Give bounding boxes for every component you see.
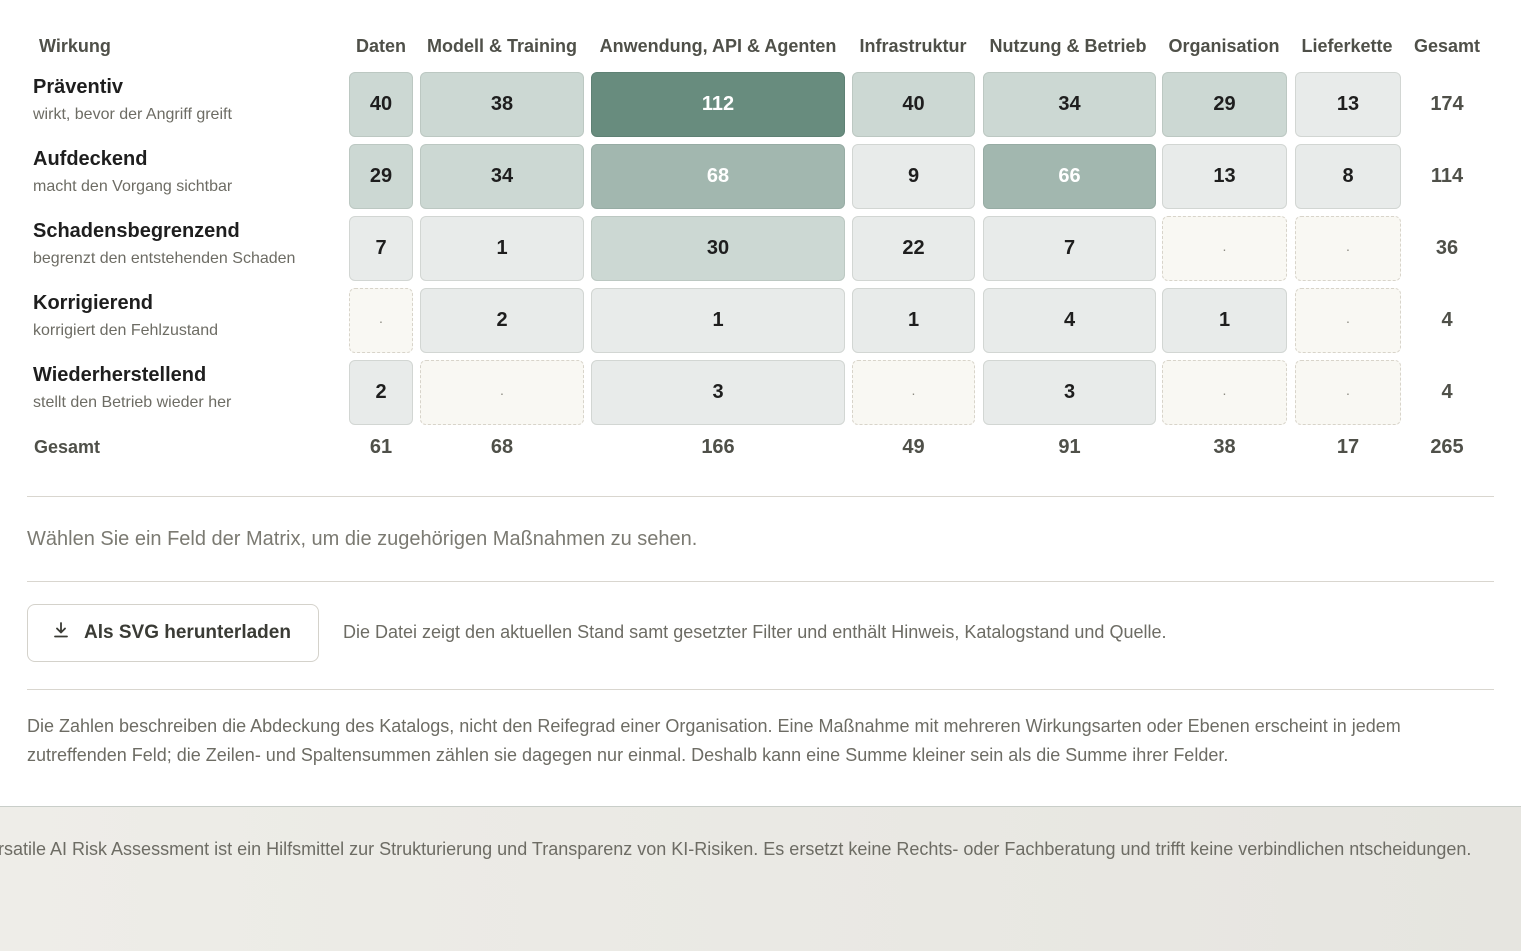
matrix-cell[interactable]: 1 [591, 288, 845, 353]
selection-hint: Wählen Sie ein Feld der Matrix, um die z… [27, 528, 698, 550]
matrix-cell[interactable]: 29 [1162, 72, 1287, 137]
column-header: Infrastruktur [859, 36, 967, 56]
row-header: Aufdeckend macht den Vorgang sichtbar [33, 146, 232, 198]
download-icon [52, 621, 70, 645]
row-subtitle: wirkt, bevor der Angriff greift [33, 106, 232, 123]
matrix-cell[interactable]: 68 [591, 144, 845, 209]
matrix-cell[interactable]: · [852, 360, 975, 425]
column-header: Organisation [1168, 36, 1280, 56]
matrix-cell[interactable]: · [1295, 288, 1401, 353]
explanation-text: Die Zahlen beschreiben die Abdeckung des… [27, 716, 1401, 765]
row-title: Aufdeckend [33, 148, 148, 170]
corner-label-wirkung: Wirkung [39, 36, 111, 56]
matrix-cell[interactable]: 1 [420, 216, 584, 281]
matrix-cell[interactable]: 38 [420, 72, 584, 137]
divider [27, 496, 1494, 497]
matrix-cell[interactable]: 4 [983, 288, 1156, 353]
column-header: Nutzung & Betrieb [989, 36, 1147, 56]
matrix-cell[interactable]: 2 [349, 360, 413, 425]
row-subtitle: macht den Vorgang sichtbar [33, 178, 233, 195]
matrix-cell[interactable]: 7 [983, 216, 1156, 281]
matrix-cell[interactable]: 34 [983, 72, 1156, 137]
column-total: 68 [490, 436, 514, 458]
matrix-cell[interactable]: · [1295, 216, 1401, 281]
column-header: Lieferkette [1301, 36, 1393, 56]
column-header: Gesamt [1413, 36, 1481, 56]
row-header: Wiederherstellend stellt den Betrieb wied… [33, 362, 231, 414]
grand-total: 265 [1430, 436, 1464, 458]
column-total: 38 [1213, 436, 1236, 458]
coverage-matrix: Wirkung Daten Modell & Training Anwendung, … [33, 36, 1481, 458]
column-total: 61 [369, 436, 393, 458]
matrix-cell[interactable]: · [349, 288, 413, 353]
matrix-cell[interactable]: 13 [1295, 72, 1401, 137]
matrix-cell[interactable]: · [1295, 360, 1401, 425]
row-title: Präventiv [33, 76, 124, 98]
row-title: Korrigierend [33, 292, 154, 314]
footer-disclaimer: ersatile AI Risk Assessment ist ein Hilf… [0, 839, 1472, 859]
matrix-cell[interactable]: · [1162, 360, 1287, 425]
row-total: 174 [1430, 93, 1464, 115]
column-header: Anwendung, API & Agenten [599, 36, 837, 56]
matrix-cell[interactable]: 3 [591, 360, 845, 425]
column-header: Daten [355, 36, 406, 56]
download-svg-button[interactable]: Als SVG herunterladen [27, 604, 319, 662]
matrix-cell[interactable]: · [420, 360, 584, 425]
row-total: 4 [1441, 309, 1453, 331]
download-note: Die Datei zeigt den aktuellen Stand samt… [343, 622, 1167, 642]
download-button-label: Als SVG herunterladen [84, 622, 291, 643]
column-total: 17 [1336, 436, 1360, 458]
row-total: 4 [1441, 381, 1453, 403]
row-header: Präventiv wirkt, bevor der Angriff greift [33, 74, 232, 126]
matrix-cell[interactable]: 7 [349, 216, 413, 281]
matrix-cell[interactable]: 34 [420, 144, 584, 209]
row-total: 114 [1430, 165, 1464, 187]
row-subtitle: stellt den Betrieb wieder her [33, 394, 232, 411]
matrix-cell[interactable]: 1 [852, 288, 975, 353]
matrix-cell[interactable]: 66 [983, 144, 1156, 209]
row-title: Schadensbegrenzend [33, 220, 240, 242]
totals-row-label: Gesamt [34, 437, 101, 457]
divider [27, 581, 1494, 582]
matrix-cell[interactable]: 13 [1162, 144, 1287, 209]
matrix-cell[interactable]: 40 [349, 72, 413, 137]
matrix-cell[interactable]: 29 [349, 144, 413, 209]
column-total: 91 [1058, 436, 1081, 458]
row-title: Wiederherstellend [33, 364, 207, 386]
row-header: Korrigierend korrigiert den Fehlzustand [33, 290, 218, 342]
matrix-cell[interactable]: 30 [591, 216, 845, 281]
matrix-cell[interactable]: 112 [591, 72, 845, 137]
matrix-cell[interactable]: 9 [852, 144, 975, 209]
matrix-cell[interactable]: 3 [983, 360, 1156, 425]
matrix-cell[interactable]: 22 [852, 216, 975, 281]
column-total: 166 [701, 436, 735, 458]
matrix-cell[interactable]: 40 [852, 72, 975, 137]
row-total: 36 [1435, 237, 1459, 259]
matrix-cell[interactable]: 1 [1162, 288, 1287, 353]
row-subtitle: korrigiert den Fehlzustand [33, 322, 218, 339]
row-subtitle: begrenzt den entstehenden Schaden [33, 250, 296, 267]
footer: ersatile AI Risk Assessment ist ein Hilf… [0, 806, 1521, 951]
row-header: Schadensbegrenzend begrenzt den entstehen… [33, 218, 295, 270]
column-total: 49 [902, 436, 925, 458]
matrix-cell[interactable]: 2 [420, 288, 584, 353]
column-header: Modell & Training [426, 36, 577, 56]
matrix-cell[interactable]: 8 [1295, 144, 1401, 209]
matrix-cell[interactable]: · [1162, 216, 1287, 281]
divider [27, 689, 1494, 690]
